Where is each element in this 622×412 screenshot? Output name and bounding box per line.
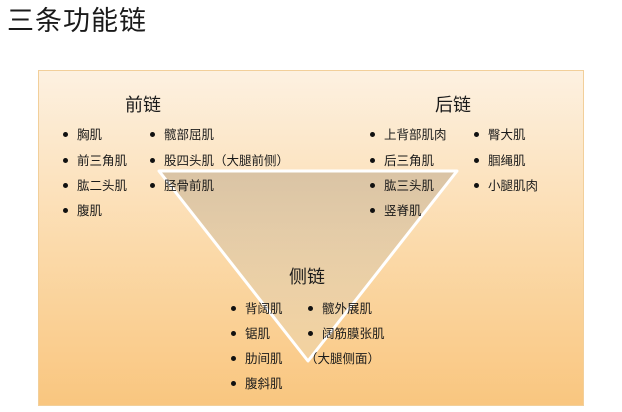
back-chain-item: 竖脊肌 — [370, 203, 422, 219]
back-chain-item: 肱三头肌 — [370, 178, 434, 194]
back-chain-item: 后三角肌 — [370, 153, 434, 169]
bullet-icon — [370, 208, 375, 213]
lateral-chain-item: 锯肌 — [231, 326, 270, 342]
bullet-icon — [231, 356, 236, 361]
bullet-icon — [370, 183, 375, 188]
bullet-icon — [63, 158, 68, 163]
lateral-chain-item: 背阔肌 — [231, 301, 283, 317]
bullet-icon — [474, 132, 479, 137]
front-chain-item: 髋部屈肌 — [150, 127, 214, 143]
bullet-icon — [308, 306, 313, 311]
front-chain-item: 胫骨前肌 — [150, 178, 214, 194]
lateral-chain-item: 髋外展肌 — [308, 301, 372, 317]
bullet-icon — [63, 132, 68, 137]
front-chain-item: 前三角肌 — [63, 153, 127, 169]
front-chain-item: 肱二头肌 — [63, 178, 127, 194]
bullet-icon — [308, 331, 313, 336]
back-chain-item: 腘绳肌 — [474, 153, 526, 169]
lateral-chain-title: 侧链 — [289, 267, 325, 288]
bullet-icon — [474, 183, 479, 188]
diagram-panel: 前链 胸肌 前三角肌 肱二头肌 腹肌 髋部屈肌 股四头肌（大腿前侧） 胫骨前肌 … — [38, 70, 584, 406]
bullet-icon — [474, 158, 479, 163]
front-chain-item: 股四头肌（大腿前侧） — [150, 153, 289, 169]
bullet-icon — [63, 183, 68, 188]
page-title: 三条功能链 — [7, 6, 147, 37]
back-chain-item: 上背部肌肉 — [370, 127, 447, 143]
front-chain-item: 腹肌 — [63, 203, 102, 219]
back-chain-item: 臀大肌 — [474, 127, 526, 143]
lateral-chain-item: 阔筋膜张肌 — [308, 326, 385, 342]
front-chain-title: 前链 — [125, 95, 161, 116]
bullet-icon — [231, 306, 236, 311]
lateral-chain-note: （大腿侧面） — [305, 351, 381, 366]
bullet-icon — [231, 331, 236, 336]
lateral-chain-item: 腹斜肌 — [231, 376, 283, 392]
bullet-icon — [231, 381, 236, 386]
bullet-icon — [370, 132, 375, 137]
bullet-icon — [150, 158, 155, 163]
bullet-icon — [150, 183, 155, 188]
bullet-icon — [150, 132, 155, 137]
bullet-icon — [370, 158, 375, 163]
back-chain-item: 小腿肌肉 — [474, 178, 538, 194]
front-chain-item: 胸肌 — [63, 127, 102, 143]
bullet-icon — [63, 208, 68, 213]
inverted-triangle — [157, 169, 459, 363]
back-chain-title: 后链 — [435, 95, 471, 116]
lateral-chain-item: 肋间肌 — [231, 351, 283, 367]
